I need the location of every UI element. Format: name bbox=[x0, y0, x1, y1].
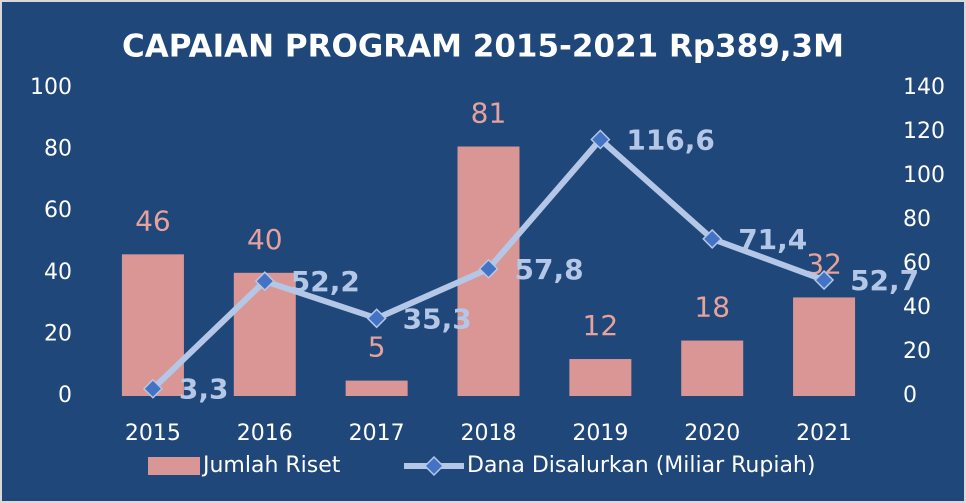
line-value-label: 35,3 bbox=[403, 302, 472, 335]
line-value-label: 52,2 bbox=[291, 265, 360, 298]
y2-tick-label: 120 bbox=[903, 119, 945, 144]
y2-tick-label: 20 bbox=[903, 339, 931, 364]
bar-value-label: 12 bbox=[583, 309, 619, 342]
y2-tick-label: 140 bbox=[903, 75, 945, 100]
y2-tick-label: 80 bbox=[903, 207, 931, 232]
line-value-label: 116,6 bbox=[626, 123, 715, 156]
legend-label: Jumlah Riset bbox=[201, 453, 341, 478]
line-marker bbox=[814, 269, 835, 291]
line-value-label: 57,8 bbox=[515, 253, 584, 286]
line-marker bbox=[590, 129, 611, 150]
y2-tick-label: 40 bbox=[903, 295, 931, 320]
line-value-label: 71,4 bbox=[738, 223, 807, 256]
x-tick-label: 2021 bbox=[796, 421, 852, 446]
line-marker bbox=[254, 271, 275, 292]
y-tick-label: 100 bbox=[30, 75, 72, 100]
y2-tick-label: 100 bbox=[903, 163, 945, 188]
bar bbox=[233, 272, 296, 396]
bar bbox=[121, 254, 184, 396]
line-marker bbox=[366, 308, 387, 329]
line-marker bbox=[478, 258, 499, 279]
x-tick-label: 2018 bbox=[461, 421, 517, 446]
y2-tick-label: 0 bbox=[903, 383, 917, 408]
bar-value-label: 5 bbox=[368, 331, 386, 364]
y2-tick-label: 60 bbox=[903, 251, 931, 276]
bar-value-label: 81 bbox=[471, 97, 507, 130]
y-tick-label: 80 bbox=[44, 137, 72, 162]
x-tick-label: 2015 bbox=[125, 421, 181, 446]
y-tick-label: 0 bbox=[58, 383, 72, 408]
bar bbox=[793, 297, 856, 396]
bar-value-label: 18 bbox=[694, 291, 730, 324]
y-tick-label: 40 bbox=[44, 260, 72, 285]
line-marker bbox=[142, 378, 163, 399]
chart-title: CAPAIAN PROGRAM 2015-2021 Rp389,3M bbox=[122, 29, 844, 65]
x-tick-label: 2016 bbox=[237, 421, 293, 446]
x-tick-label: 2017 bbox=[349, 421, 405, 446]
line-marker bbox=[702, 228, 723, 249]
line-value-label: 52,7 bbox=[850, 264, 919, 297]
x-tick-label: 2019 bbox=[572, 421, 628, 446]
y-tick-label: 20 bbox=[44, 321, 72, 346]
bar-value-label: 46 bbox=[135, 204, 171, 237]
line-value-label: 3,3 bbox=[179, 373, 229, 406]
y-tick-label: 60 bbox=[44, 198, 72, 223]
bar bbox=[681, 340, 744, 396]
bar-value-label: 40 bbox=[247, 223, 283, 256]
legend-swatch bbox=[148, 457, 200, 475]
bar bbox=[345, 380, 408, 396]
bar bbox=[569, 359, 632, 396]
legend-marker bbox=[423, 455, 445, 477]
legend-label: Dana Disalurkan (Miliar Rupiah) bbox=[467, 453, 815, 478]
x-tick-label: 2020 bbox=[684, 421, 740, 446]
